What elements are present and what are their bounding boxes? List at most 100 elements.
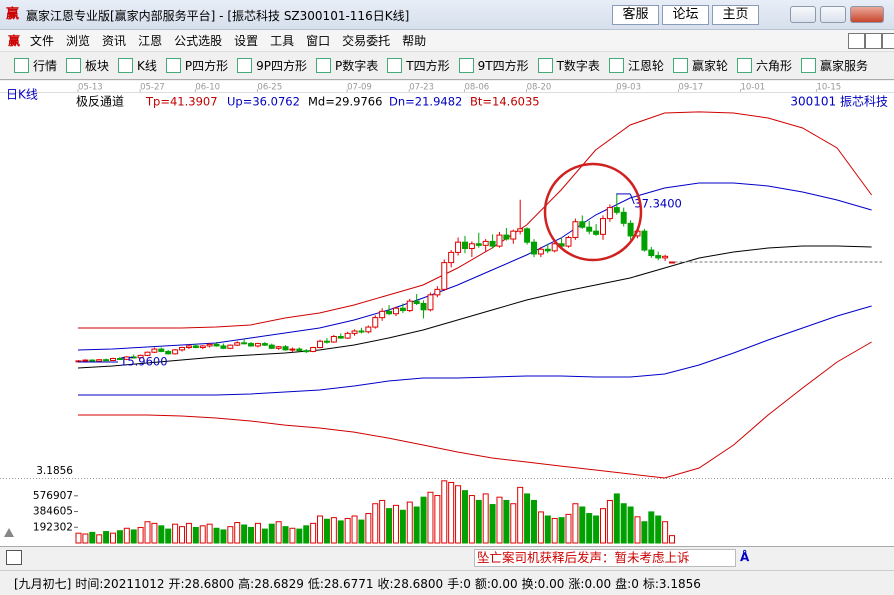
forum-button[interactable]: 论坛 [662, 5, 709, 25]
menu-item[interactable]: 文件 [30, 34, 55, 48]
volume-bar [248, 526, 255, 544]
candle-body [530, 241, 537, 255]
candle-body [261, 343, 268, 346]
candle-body [213, 343, 220, 347]
candle-body [185, 345, 192, 349]
candle-body [392, 307, 399, 315]
volume-bar [317, 515, 324, 544]
toolbar-button[interactable]: 行情 [14, 57, 57, 74]
candle-body [137, 354, 144, 359]
sub-panel-label: 3.1856 [36, 465, 73, 477]
candle-body [441, 262, 448, 290]
volume-bar [268, 523, 275, 544]
channel-line [77, 245, 872, 369]
candle-body [82, 359, 89, 362]
candle-body [220, 345, 227, 349]
volume-bar [351, 515, 358, 544]
toolbar-button[interactable]: 江恩轮 [609, 57, 664, 74]
home-button[interactable]: 主页 [712, 5, 759, 25]
menu-item[interactable]: 江恩 [138, 34, 163, 48]
volume-bar [179, 526, 186, 544]
volume-bar [137, 526, 144, 544]
indicator-value: Up=36.0762 [227, 95, 300, 109]
volume-bar [413, 506, 420, 544]
toolbar-button[interactable]: 赢家服务 [801, 57, 868, 74]
indicator-value: Dn=21.9482 [389, 95, 462, 109]
volume-bar [158, 525, 165, 544]
close-button[interactable] [850, 6, 884, 23]
volume-bar [406, 501, 413, 544]
volume-bar [261, 528, 268, 544]
status-field: 标:3.1856 [642, 577, 701, 591]
volume-bar [89, 531, 96, 544]
candle-body [296, 348, 303, 352]
maximize-button[interactable] [820, 6, 846, 23]
candle-body [303, 350, 310, 353]
high-label: 37.3400 [634, 196, 682, 210]
candle-body [475, 243, 482, 246]
toolbar-button[interactable]: 9T四方形 [459, 57, 529, 74]
mdi-icon: 赢 [8, 34, 21, 48]
volume-bar [392, 504, 399, 544]
volume-bar [510, 503, 517, 544]
candle-body [254, 343, 261, 347]
toolbar-button[interactable]: T数字表 [538, 57, 600, 74]
highlight-circle [543, 162, 643, 262]
candle-body [620, 211, 627, 224]
volume-bar [185, 522, 192, 544]
chart: 05-13 05-27 06-10 06-25 07-09 07-23 08-06 08-20… [0, 83, 894, 544]
candle-body [517, 228, 524, 232]
title-bar: 赢 赢家江恩专业版[赢家内部服务平台] - [振芯科技 SZ300101-116… [0, 0, 894, 30]
toolbar-button[interactable]: P数字表 [316, 57, 378, 74]
mdi-control[interactable] [865, 33, 882, 49]
candle-body [268, 344, 275, 349]
menu-item[interactable]: 浏览 [66, 34, 91, 48]
volume-bar [627, 506, 634, 544]
toolbar-button[interactable]: 六角形 [737, 57, 792, 74]
toolbar-button[interactable]: K线 [118, 57, 157, 74]
toolbar-button[interactable]: 赢家轮 [673, 57, 728, 74]
status-field: 盘:0 [615, 577, 639, 591]
status-field: 收:28.6800 [377, 577, 444, 591]
candle-body [413, 300, 420, 304]
menu-item[interactable]: 工具 [270, 34, 295, 48]
status-field: 高:28.6829 [238, 577, 304, 591]
volume-bar [496, 496, 503, 544]
volume-bar [372, 503, 379, 544]
candle-body [337, 336, 344, 339]
news-ticker[interactable]: 坠亡案司机获释后发声：暂未考虑上诉 [474, 549, 736, 567]
toolbar-button[interactable]: 板块 [66, 57, 109, 74]
volume-bar [648, 511, 655, 544]
candle-body [158, 348, 165, 352]
menu-item[interactable]: 公式选股 [174, 34, 223, 48]
menu-item[interactable]: 帮助 [402, 34, 427, 48]
volume-bar [482, 493, 489, 544]
mdi-control[interactable] [848, 33, 865, 49]
candle-body [420, 302, 427, 311]
minimize-button[interactable] [790, 6, 816, 23]
date-tick-label: 09-17 [678, 83, 703, 93]
menu-item[interactable]: 设置 [234, 34, 259, 48]
candle-body [655, 255, 662, 259]
menu-item[interactable]: 窗口 [306, 34, 331, 48]
toolbar-button[interactable]: T四方形 [387, 57, 449, 74]
menu-item[interactable]: 交易委托 [342, 34, 391, 48]
candle-body [524, 228, 531, 243]
volume-bar [399, 509, 406, 544]
candle-body [510, 230, 517, 240]
toolbar-button[interactable]: P四方形 [166, 57, 228, 74]
mdi-control[interactable] [882, 33, 894, 49]
low-label: 15.9600 [120, 354, 168, 368]
candle-body [206, 343, 213, 347]
candle-body [317, 340, 324, 349]
toolbar-button[interactable]: 9P四方形 [237, 57, 307, 74]
news-icon[interactable] [6, 550, 22, 565]
status-field: 低:28.6771 [307, 577, 374, 591]
stock-label: 300101 振芯科技 [790, 95, 888, 109]
menu-item[interactable]: 资讯 [102, 34, 127, 48]
candle-body [544, 248, 551, 252]
volume-bar [468, 495, 475, 544]
service-button[interactable]: 客服 [612, 5, 659, 25]
ticker-icon[interactable]: Å [740, 550, 750, 564]
